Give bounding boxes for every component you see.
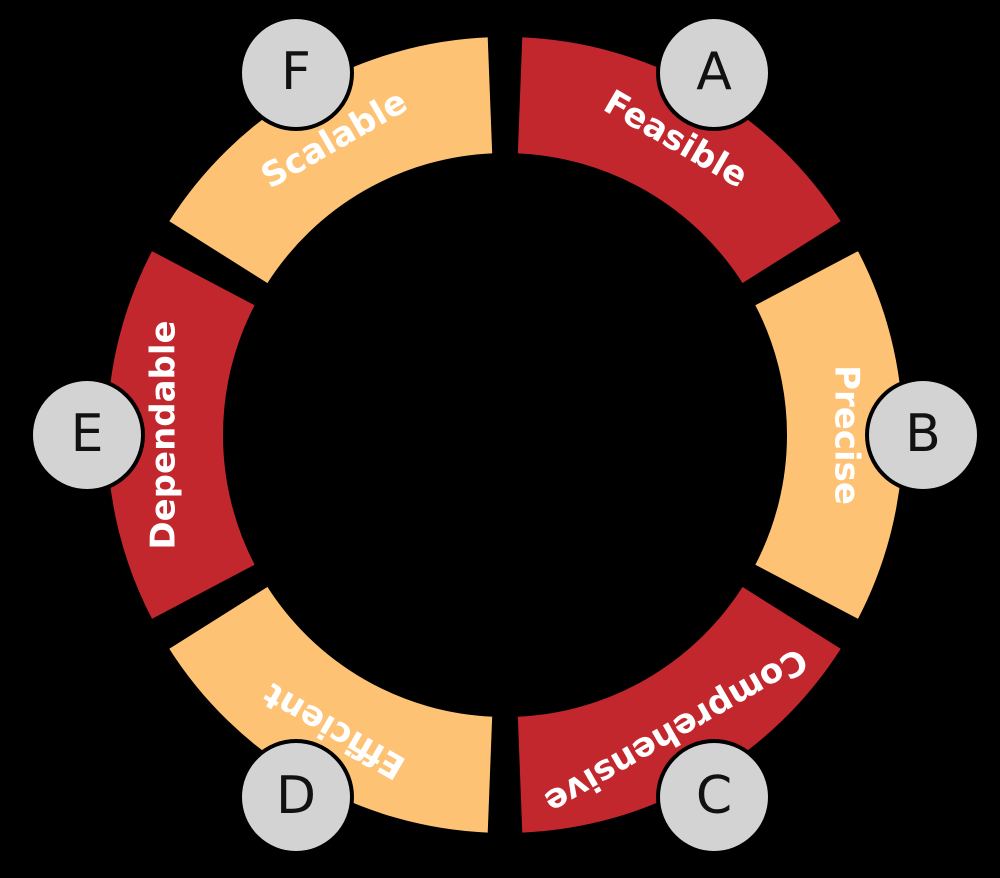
ring-segment: [103, 245, 261, 625]
ring-segment: [513, 581, 847, 837]
segment-label: Dependable: [144, 320, 184, 549]
letter-badge-text: C: [696, 766, 732, 826]
ring-segment: [163, 33, 497, 289]
letter-badge: [656, 15, 772, 132]
letter-badge-text: B: [905, 404, 941, 464]
letter-badge-text: D: [276, 766, 316, 826]
letter-badge-text: F: [281, 42, 311, 102]
letter-badge: [29, 377, 145, 493]
letter-badge-text: A: [696, 42, 732, 102]
letter-badge-text: E: [71, 404, 104, 464]
segment-label: Precise: [827, 365, 867, 505]
ring-segment: [163, 581, 497, 837]
ring-segment: [749, 245, 907, 625]
letter-badge: [238, 15, 354, 132]
letter-badge: [865, 377, 981, 493]
letter-badge: [656, 738, 772, 855]
ring-segment: [513, 33, 847, 289]
letter-badge: [238, 738, 354, 855]
